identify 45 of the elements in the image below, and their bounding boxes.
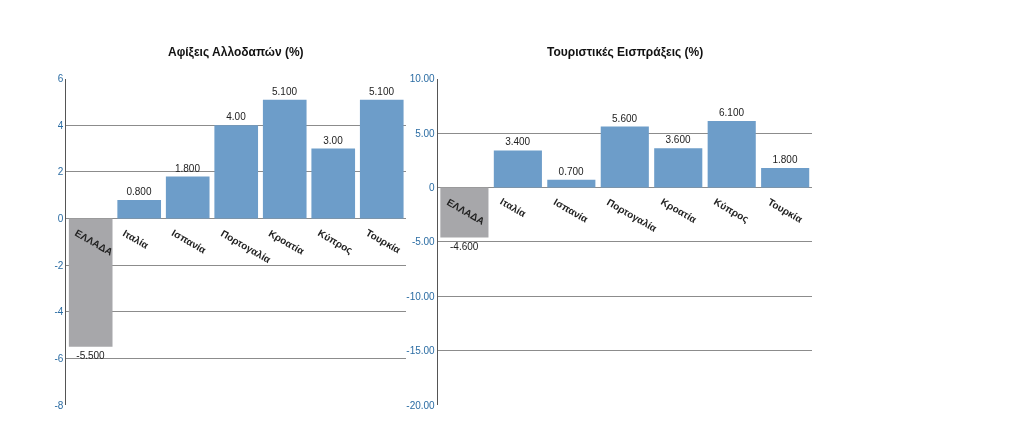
bar: [68, 218, 113, 347]
chart-title: Τουριστικές Εισπράξεις (%): [547, 45, 704, 59]
y-tick-label: 5.00: [415, 127, 436, 139]
data-label: 5.100: [271, 85, 298, 97]
bar: [547, 179, 596, 188]
y-tick-label: 6: [57, 73, 64, 85]
bar: [654, 148, 703, 188]
data-label: 5.600: [612, 112, 638, 124]
data-label: 5.100: [369, 85, 395, 97]
y-tick-label: -20.00: [406, 399, 436, 411]
y-tick-label: -10.00: [406, 290, 436, 302]
bar: [440, 187, 489, 238]
y-tick-label: 2: [57, 166, 64, 178]
bar: [214, 125, 259, 219]
y-tick-label: -4: [54, 306, 64, 318]
data-label: -5.500: [76, 349, 106, 361]
bar: [600, 126, 649, 188]
data-label: 0.700: [558, 165, 585, 177]
bar: [359, 99, 404, 219]
y-tick-label: 10.00: [409, 73, 436, 85]
data-label: 4.00: [226, 111, 247, 123]
bar: [761, 167, 810, 188]
y-tick-label: -5.00: [411, 236, 436, 248]
data-label: 0.800: [126, 185, 152, 197]
data-label: 3.600: [665, 134, 691, 146]
y-tick-label: 0: [57, 213, 64, 225]
data-label: 1.800: [772, 153, 798, 165]
bar: [493, 150, 542, 188]
data-label: 1.800: [174, 162, 201, 174]
bar: [262, 99, 307, 219]
bar: [311, 148, 356, 219]
y-tick-label: -6: [54, 352, 64, 364]
data-label: 3.00: [323, 134, 344, 146]
y-tick-label: -2: [54, 259, 64, 271]
y-tick-label: -15.00: [406, 345, 436, 357]
y-tick-label: 0: [429, 181, 436, 193]
data-label: 6.100: [718, 107, 745, 119]
data-label: -4.600: [450, 240, 479, 252]
y-tick-label: 4: [57, 119, 64, 131]
bar: [117, 199, 162, 219]
chart-title: Αφίξεις Αλλοδαπών (%): [168, 45, 304, 59]
y-tick-label: -8: [54, 399, 64, 411]
bar: [707, 121, 756, 188]
data-label: 3.400: [505, 136, 531, 148]
bar: [165, 176, 210, 219]
